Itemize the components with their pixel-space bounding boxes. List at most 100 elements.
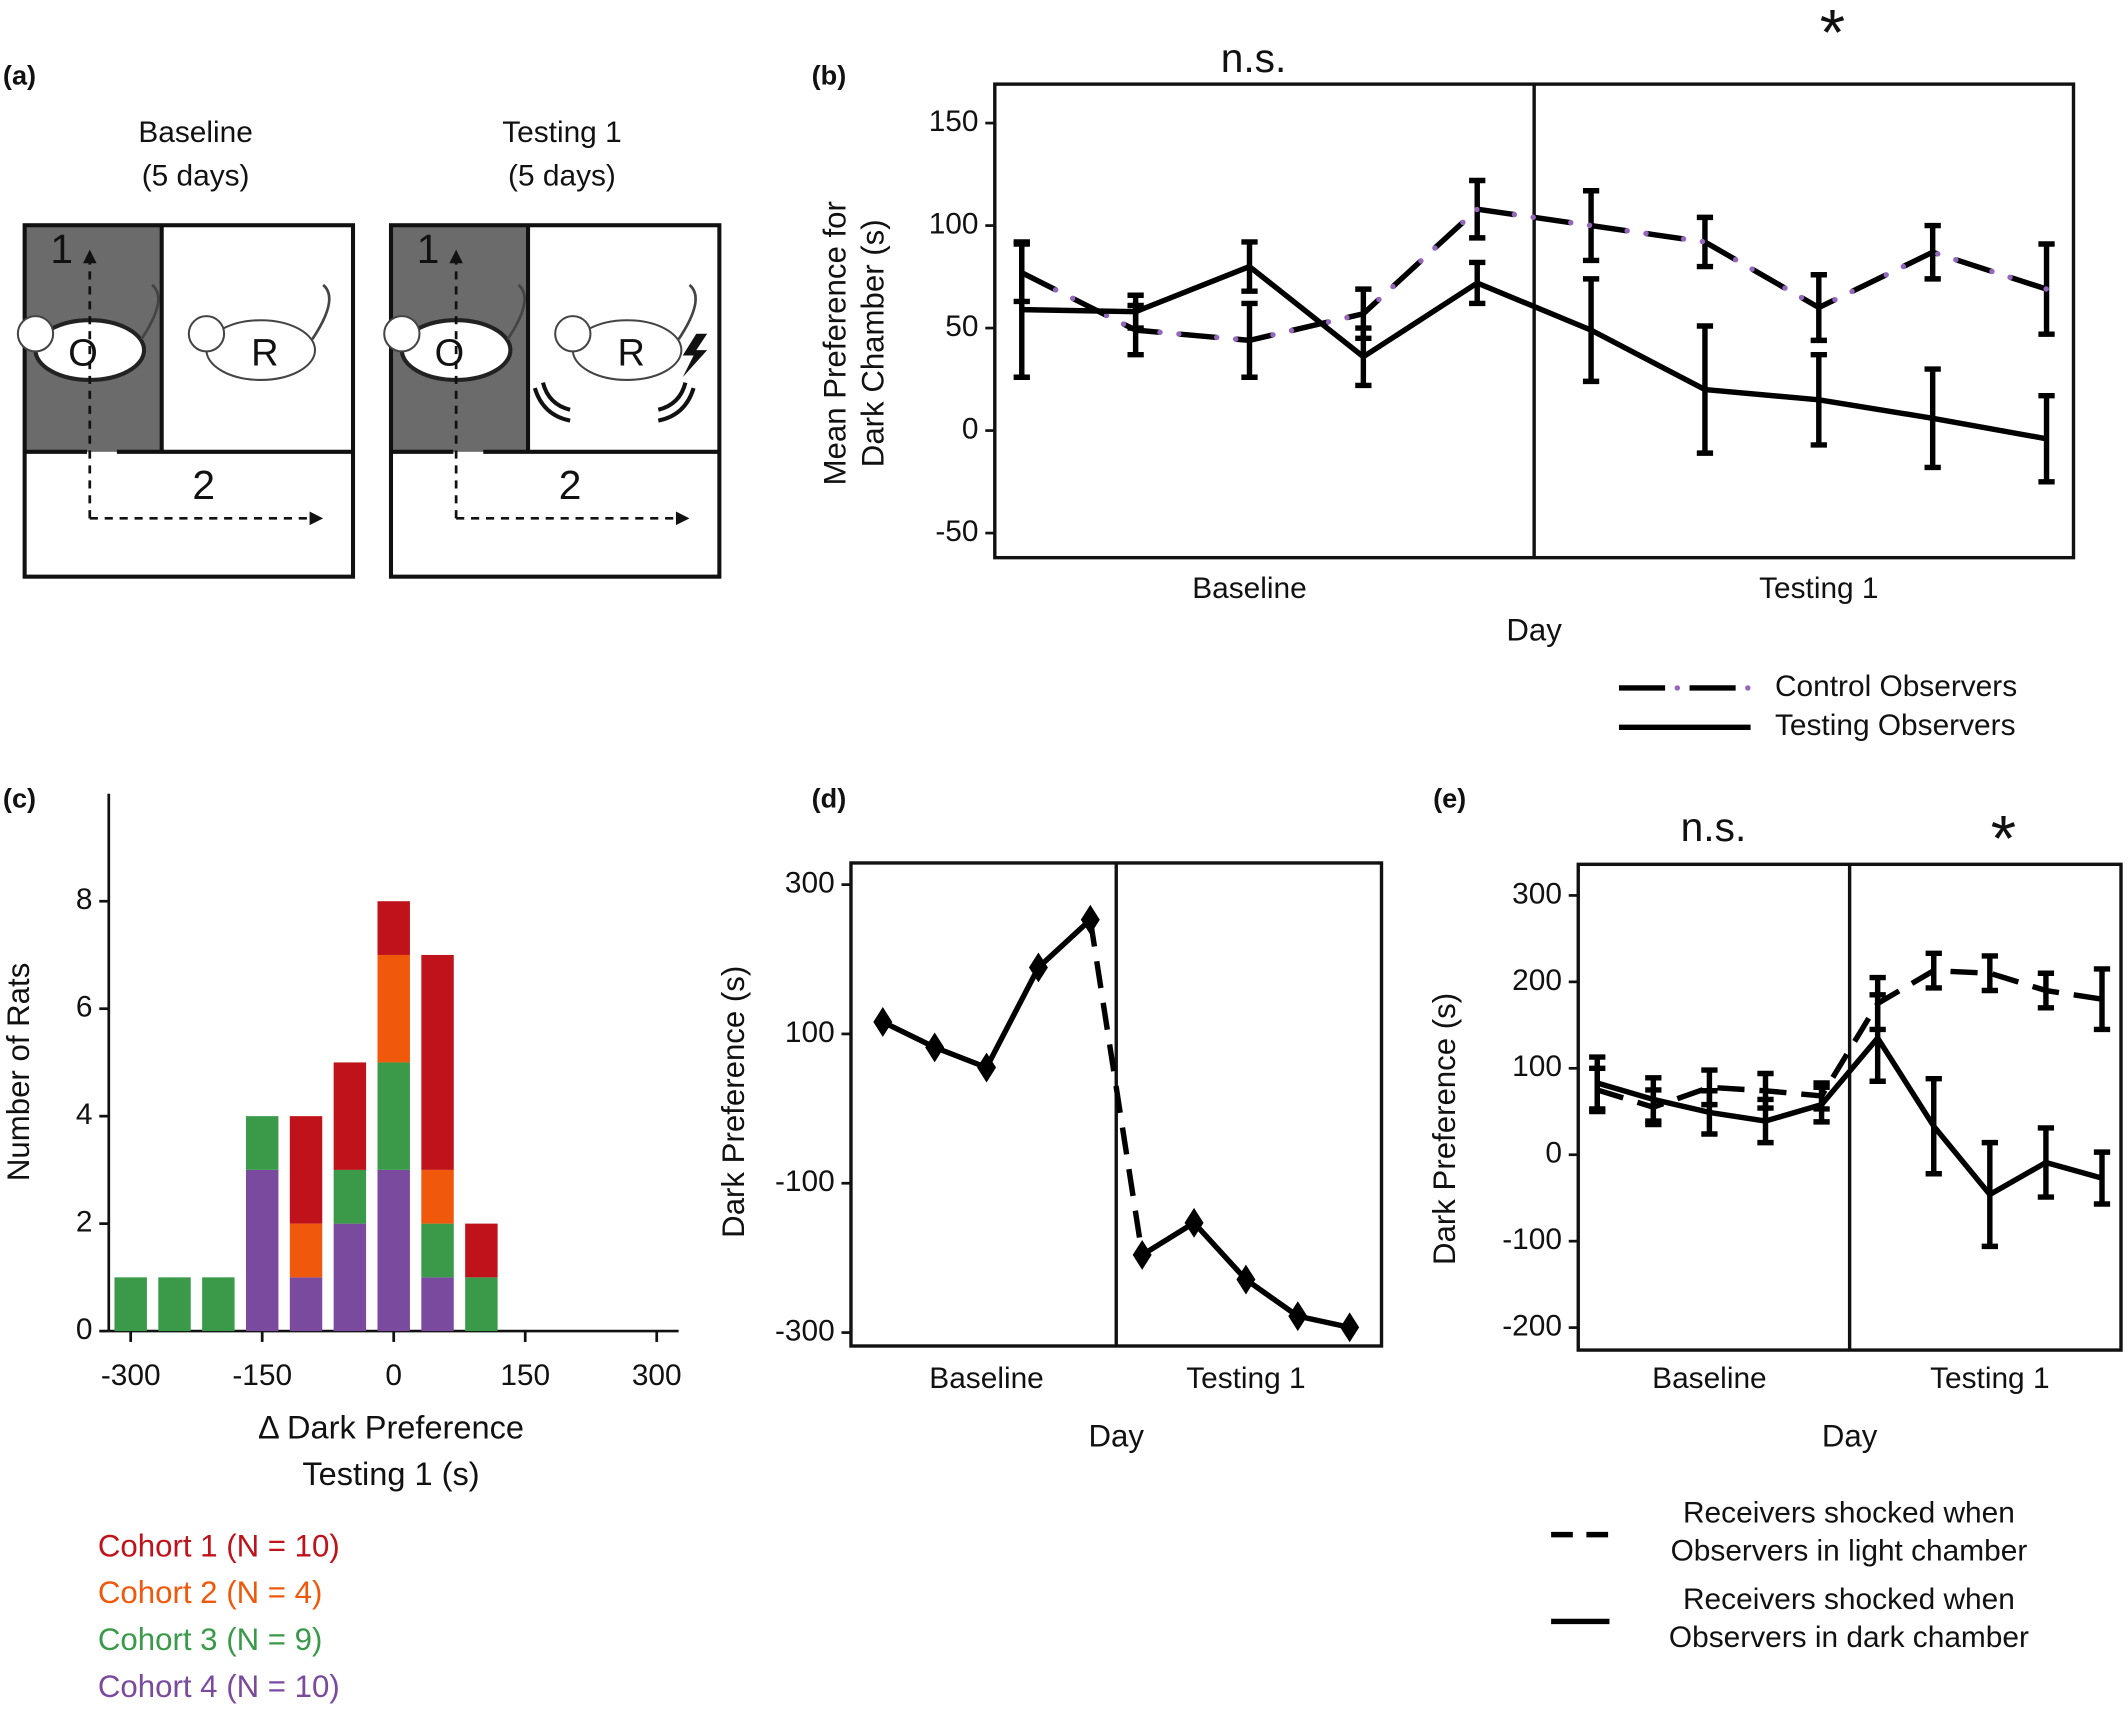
- y-axis-label: Dark Chamber (s): [856, 219, 891, 467]
- y-axis-label: Dark Preference (s): [1427, 993, 1462, 1265]
- y-axis-label: Dark Preference (s): [716, 966, 751, 1238]
- legend-label: Cohort 4 (N = 10): [98, 1669, 340, 1704]
- x-tick-label: -150: [232, 1359, 292, 1392]
- y-tick-label: 300: [1512, 877, 1562, 910]
- group-label: Baseline: [1652, 1362, 1766, 1395]
- y-tick-label: 0: [76, 1313, 93, 1346]
- arrow-head: [82, 249, 97, 264]
- x-axis-label: Day: [1822, 1419, 1878, 1454]
- y-axis-label: Mean Preference for: [818, 201, 853, 485]
- y-tick-label: -100: [775, 1165, 835, 1198]
- histogram-segment: [289, 1277, 323, 1332]
- arrow-head: [309, 511, 324, 526]
- sound-arc: [657, 382, 696, 423]
- histogram-segment: [421, 1223, 454, 1278]
- group-label: Testing 1: [1186, 1362, 1305, 1395]
- observer-label: O: [435, 333, 465, 375]
- arrow-head: [449, 249, 463, 264]
- group-label: Baseline: [1192, 572, 1306, 605]
- y-axis-label: Number of Rats: [1, 963, 36, 1181]
- x-axis-label: Testing 1 (s): [302, 1456, 479, 1492]
- histogram-segment: [333, 1223, 367, 1332]
- receiver-label: R: [251, 333, 278, 375]
- y-tick-label: 0: [1545, 1137, 1562, 1170]
- error-bar: [2038, 393, 2055, 485]
- rat-head: [383, 315, 421, 353]
- legend-label: Cohort 2 (N = 4): [98, 1575, 322, 1610]
- group-label: Testing 1: [1759, 572, 1878, 605]
- error-bar: [2093, 1149, 2111, 1207]
- panel-label: (a): [3, 60, 36, 91]
- histogram-segment: [289, 1223, 323, 1278]
- legend-text-box: Receivers shocked when Observers in dark…: [1669, 1582, 2029, 1654]
- arrow-head: [675, 511, 690, 526]
- chamber-number: 1: [50, 226, 73, 272]
- error-bar: [1589, 1054, 1606, 1112]
- shock-bolt: [682, 333, 708, 378]
- histogram-segment: [465, 1223, 498, 1278]
- marker: [1288, 1301, 1308, 1332]
- panel-label: (d): [812, 783, 847, 814]
- histogram-segment: [377, 901, 410, 955]
- group-label: Baseline: [929, 1362, 1043, 1395]
- y-tick-label: 4: [76, 1098, 93, 1131]
- series-line: [1596, 967, 2103, 1110]
- apparatus: [22, 223, 356, 579]
- legend-label: Testing Observers: [1775, 709, 2016, 742]
- error-bar: [2093, 966, 2111, 1033]
- x-tick-label: 0: [385, 1359, 402, 1392]
- x-tick-label: -300: [101, 1359, 161, 1392]
- error-bar: [1981, 953, 1998, 994]
- y-tick-label: 6: [76, 991, 93, 1024]
- annotation: n.s.: [1681, 804, 1747, 850]
- x-axis-label: Day: [1506, 613, 1562, 648]
- y-tick-label: -100: [1502, 1223, 1562, 1256]
- x-tick-label: 150: [500, 1359, 550, 1392]
- apparatus: [388, 223, 722, 579]
- y-tick-label: 100: [785, 1016, 835, 1049]
- histogram-segment: [158, 1277, 191, 1332]
- legend-text-box: Receivers shocked when Observers in ligh…: [1671, 1495, 2028, 1567]
- y-tick-label: 300: [785, 867, 835, 900]
- legend-label: Cohort 1 (N = 10): [98, 1528, 340, 1563]
- group-label: Testing 1: [1930, 1362, 2049, 1395]
- marker: [873, 1007, 893, 1037]
- y-tick-label: 100: [1512, 1050, 1562, 1083]
- marker: [1132, 1239, 1152, 1270]
- y-tick-label: 100: [929, 207, 979, 240]
- marker: [1184, 1207, 1204, 1238]
- rat-tail: [677, 283, 697, 340]
- series-line: [1596, 1035, 2103, 1198]
- annotation: *: [1820, 0, 1845, 69]
- y-tick-label: 8: [76, 883, 93, 916]
- series-dots: [1019, 206, 2050, 344]
- y-tick-label: 0: [962, 412, 979, 445]
- y-tick-label: 2: [76, 1206, 93, 1239]
- observer-label: O: [68, 333, 98, 375]
- y-tick-label: -300: [775, 1314, 835, 1347]
- y-tick-label: 200: [1512, 964, 1562, 997]
- diagram-subtitle: (5 days): [142, 160, 250, 193]
- histogram-segment: [377, 1062, 410, 1170]
- histogram-segment: [245, 1169, 279, 1332]
- x-axis-label: Δ Dark Preference: [258, 1410, 524, 1446]
- receiver-label: R: [617, 333, 644, 375]
- y-tick-label: -50: [935, 515, 978, 548]
- histogram-segment: [421, 954, 454, 1170]
- x-tick-label: 300: [632, 1359, 682, 1392]
- series-line: [1021, 263, 2048, 442]
- y-tick-label: -200: [1502, 1309, 1562, 1342]
- diagram-subtitle: (5 days): [508, 160, 616, 193]
- histogram-segment: [114, 1277, 147, 1332]
- histogram-segment: [421, 1169, 454, 1224]
- legend-label: Cohort 3 (N = 9): [98, 1622, 322, 1657]
- histogram-segment: [289, 1116, 323, 1224]
- diagram-title: Testing 1: [502, 116, 621, 149]
- chamber-number: 2: [192, 462, 215, 508]
- panel-label: (b): [812, 60, 847, 91]
- panel-label: (e): [1433, 783, 1466, 814]
- histogram-segment: [465, 1277, 498, 1332]
- histogram-segment: [333, 1062, 367, 1170]
